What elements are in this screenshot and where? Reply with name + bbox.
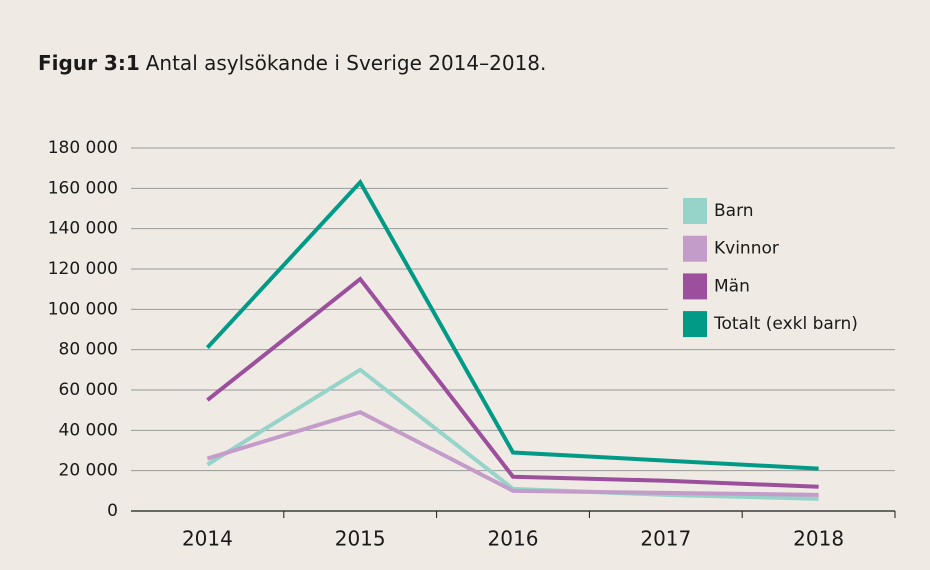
x-tick-label: 2016	[488, 527, 539, 551]
x-tick-label: 2015	[335, 527, 386, 551]
x-tick-label: 2018	[793, 527, 844, 551]
series-line	[205, 178, 819, 471]
y-tick-label: 80 000	[59, 340, 118, 360]
y-tick-label: 180 000	[48, 138, 118, 158]
x-tick-label: 2014	[182, 527, 233, 551]
title-number: Figur 3:1	[38, 51, 140, 75]
series-line	[206, 276, 819, 489]
y-tick-label: 100 000	[48, 299, 118, 319]
series-line	[206, 367, 819, 501]
y-tick-label: 20 000	[59, 461, 118, 481]
legend-label: Män	[714, 276, 750, 296]
legend-swatch	[683, 198, 707, 224]
title-text: Antal asylsökande i Sverige 2014–2018.	[146, 51, 547, 75]
legend-label: Barn	[714, 201, 754, 221]
y-tick-label: 140 000	[48, 219, 118, 239]
y-tick-label: 0	[107, 501, 118, 521]
x-tick-label: 2017	[640, 527, 691, 551]
y-tick-label: 40 000	[59, 420, 118, 440]
y-tick-label: 120 000	[48, 259, 118, 279]
series-line	[206, 410, 819, 497]
legend-label: Totalt (exkl barn)	[713, 314, 858, 334]
y-tick-label: 60 000	[59, 380, 118, 400]
chart-title: Figur 3:1 Antal asylsökande i Sverige 201…	[38, 51, 546, 75]
legend-label: Kvinnor	[714, 239, 779, 259]
legend-swatch	[683, 311, 707, 338]
y-tick-label: 160 000	[48, 178, 118, 198]
legend-swatch	[683, 273, 707, 300]
legend-swatch	[683, 235, 707, 262]
